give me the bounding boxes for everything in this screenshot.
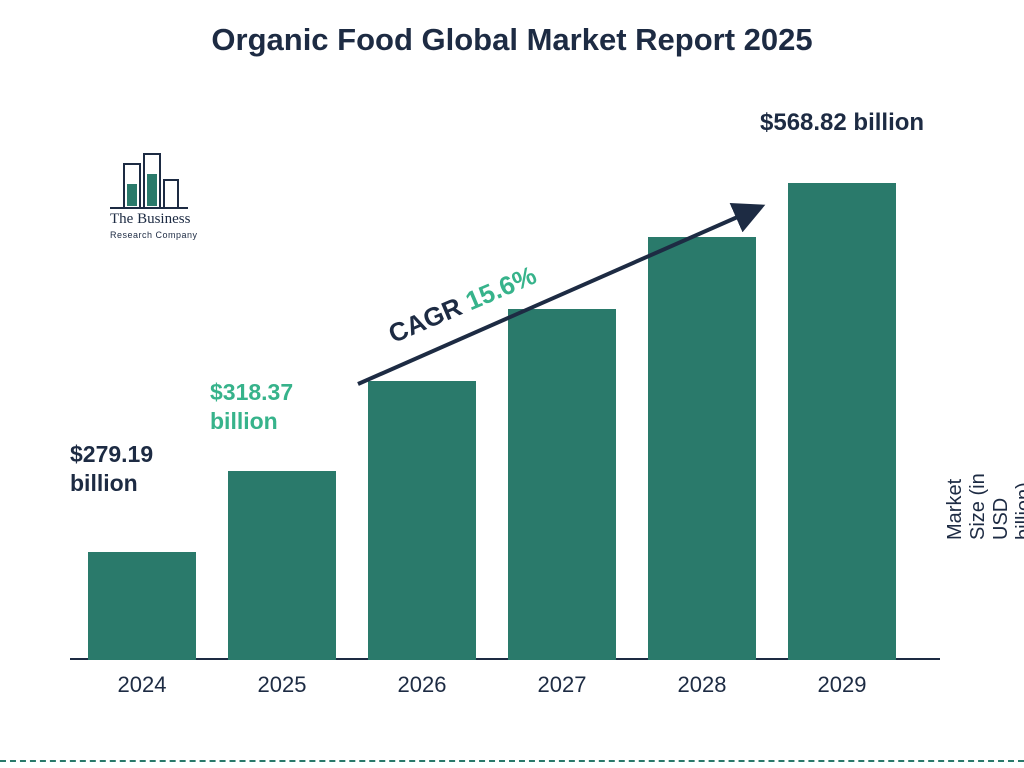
bar — [368, 381, 476, 660]
bar — [788, 183, 896, 660]
x-tick-label: 2029 — [818, 672, 867, 698]
x-tick-label: 2027 — [538, 672, 587, 698]
bar — [88, 552, 196, 660]
bar — [508, 309, 616, 660]
chart-canvas: Organic Food Global Market Report 2025 M… — [0, 0, 1024, 768]
x-tick-label: 2024 — [118, 672, 167, 698]
x-tick-label: 2028 — [678, 672, 727, 698]
bar — [228, 471, 336, 660]
bottom-dashed-rule — [0, 760, 1024, 762]
chart-plot-area — [70, 120, 940, 660]
value-label: $279.19 billion — [70, 440, 153, 498]
y-axis-label: Market Size (in USD billion) — [944, 472, 1024, 540]
value-label: $318.37 billion — [210, 378, 293, 436]
bar — [648, 237, 756, 660]
x-tick-label: 2026 — [398, 672, 447, 698]
x-tick-label: 2025 — [258, 672, 307, 698]
value-label: $568.82 billion — [760, 108, 924, 138]
chart-title: Organic Food Global Market Report 2025 — [0, 22, 1024, 58]
